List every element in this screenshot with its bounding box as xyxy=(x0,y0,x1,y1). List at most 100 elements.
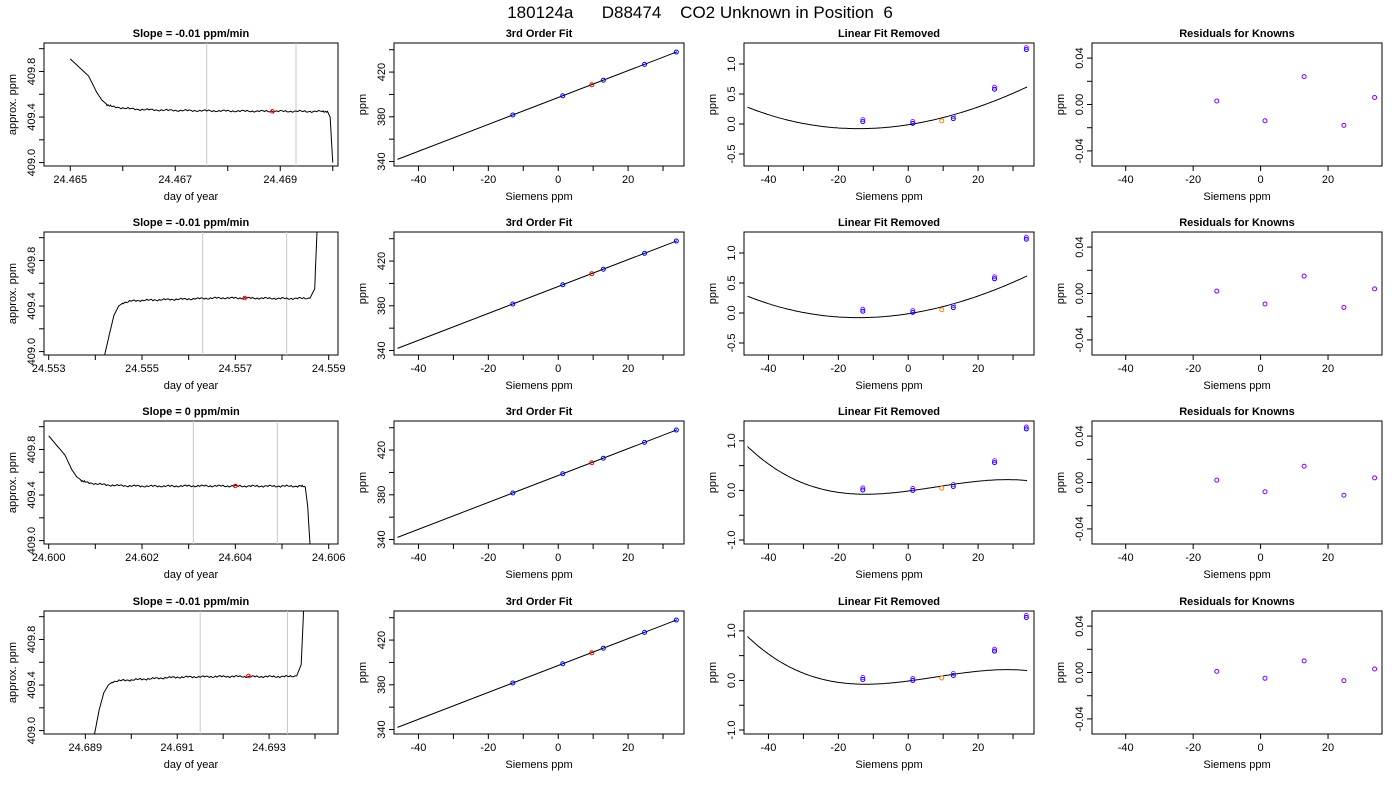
unknown-point xyxy=(589,460,595,466)
y-axis-label: ppm xyxy=(357,472,369,493)
x-tick-label: -40 xyxy=(761,363,777,375)
plot-frame xyxy=(1091,610,1383,735)
x-tick-label: 0 xyxy=(1258,552,1264,564)
y-tick-label: 409.0 xyxy=(26,527,38,555)
x-tick-label: 24.559 xyxy=(312,363,346,375)
plot-area xyxy=(397,238,679,349)
panel-title: Residuals for Knowns xyxy=(1179,28,1295,40)
residual-point xyxy=(1262,489,1268,495)
panel-title: Slope = -0.01 ppm/min xyxy=(133,217,250,229)
x-tick-label: 20 xyxy=(972,552,984,564)
y-tick-label: 420 xyxy=(376,441,388,459)
known-point xyxy=(673,617,679,623)
known-point xyxy=(992,648,998,654)
y-tick-label: 0.00 xyxy=(1074,94,1086,115)
mean-point xyxy=(270,109,275,114)
known-point-replicate xyxy=(860,485,866,491)
known-point xyxy=(860,676,866,682)
known-point xyxy=(950,305,956,311)
panel-residuals-row-4: Residuals for Knowns -40 -20 0 20 -0.04 0.00 0.… xyxy=(1055,596,1383,771)
y-tick-label: 0.04 xyxy=(1074,615,1086,636)
fit-curve xyxy=(747,636,1028,685)
residual-point xyxy=(1341,304,1347,310)
x-axis-label: Siemens ppm xyxy=(505,380,572,392)
x-tick-label: -20 xyxy=(830,174,846,186)
known-point xyxy=(560,661,566,667)
x-tick-label: 24.693 xyxy=(252,742,286,754)
y-tick-label: -0.5 xyxy=(726,145,738,164)
y-tick-label: 409.8 xyxy=(26,58,38,86)
unknown-point xyxy=(589,82,595,88)
x-tick-label: 24.467 xyxy=(158,174,192,186)
x-tick-label: 20 xyxy=(1322,742,1334,754)
panel-cubic-fit-row-1: 3rd Order Fit -40 -20 0 20 340 380 420 Siemens p… xyxy=(357,28,685,203)
panel-title: Slope = 0 ppm/min xyxy=(142,406,240,418)
known-point-replicate xyxy=(992,458,997,464)
y-axis-label: ppm xyxy=(1055,283,1067,304)
plot-area xyxy=(94,611,304,734)
known-point xyxy=(560,93,566,99)
x-tick-label: 20 xyxy=(622,363,634,375)
residual-point xyxy=(1372,475,1378,481)
x-axis-label: Siemens ppm xyxy=(855,380,922,392)
x-tick-label: -40 xyxy=(411,363,427,375)
known-point xyxy=(673,427,679,433)
plot-frame xyxy=(393,42,685,167)
known-point xyxy=(992,86,998,92)
panel-title: Residuals for Knowns xyxy=(1179,217,1295,229)
plot-area xyxy=(1214,74,1378,128)
plot-area xyxy=(747,424,1029,495)
known-point xyxy=(1023,426,1029,432)
residual-point xyxy=(1301,273,1307,279)
known-point xyxy=(860,487,866,493)
panel-title: Residuals for Knowns xyxy=(1179,406,1295,418)
unknown-point xyxy=(939,118,945,124)
residual-point xyxy=(1301,463,1307,469)
known-point xyxy=(560,282,566,288)
x-axis-label: day of year xyxy=(164,569,219,581)
fit-line xyxy=(397,619,678,728)
known-point xyxy=(642,250,648,256)
plot-frame xyxy=(1091,420,1383,545)
y-tick-label: 420 xyxy=(376,63,388,81)
y-axis-label: ppm xyxy=(1055,662,1067,683)
x-tick-label: -40 xyxy=(411,174,427,186)
known-point xyxy=(510,112,516,118)
x-tick-label: 20 xyxy=(622,174,634,186)
known-point-replicate xyxy=(992,84,997,90)
concentration-trace xyxy=(104,232,318,355)
x-tick-label: -20 xyxy=(1185,363,1201,375)
x-tick-label: -20 xyxy=(1185,174,1201,186)
y-tick-label: 1.0 xyxy=(726,56,738,71)
known-point xyxy=(510,301,516,307)
x-tick-label: 24.600 xyxy=(32,552,66,564)
y-axis-label: ppm xyxy=(357,283,369,304)
y-tick-label: 1.0 xyxy=(726,245,738,260)
y-tick-label: -0.04 xyxy=(1074,706,1086,731)
y-axis-label: ppm xyxy=(707,662,719,683)
y-tick-label: 0.0 xyxy=(726,305,738,320)
x-tick-label: 24.602 xyxy=(125,552,159,564)
panel-title: Slope = -0.01 ppm/min xyxy=(133,596,250,608)
x-tick-label: 20 xyxy=(622,552,634,564)
panel-title: 3rd Order Fit xyxy=(506,406,573,418)
known-point-replicate xyxy=(910,676,916,681)
plot-frame xyxy=(43,231,339,356)
residual-point xyxy=(1214,98,1220,104)
x-tick-label: -40 xyxy=(761,174,777,186)
plot-area xyxy=(69,43,334,166)
y-axis-label: ppm xyxy=(357,94,369,115)
x-axis-label: Siemens ppm xyxy=(505,759,572,771)
known-point xyxy=(510,490,516,496)
x-tick-label: 20 xyxy=(972,742,984,754)
plot-area xyxy=(747,234,1029,319)
x-axis-label: day of year xyxy=(164,380,219,392)
panel-title: 3rd Order Fit xyxy=(506,596,573,608)
x-tick-label: -40 xyxy=(1118,363,1134,375)
panel-time-series-row-3: Slope = 0 ppm/min 24.600 24.602 24.604 24.60… xyxy=(7,406,345,581)
x-tick-label: 0 xyxy=(1258,742,1264,754)
y-tick-label: 409.4 xyxy=(26,481,38,509)
y-tick-label: 340 xyxy=(376,530,388,548)
x-tick-label: -20 xyxy=(830,742,846,754)
x-tick-label: -40 xyxy=(761,552,777,564)
